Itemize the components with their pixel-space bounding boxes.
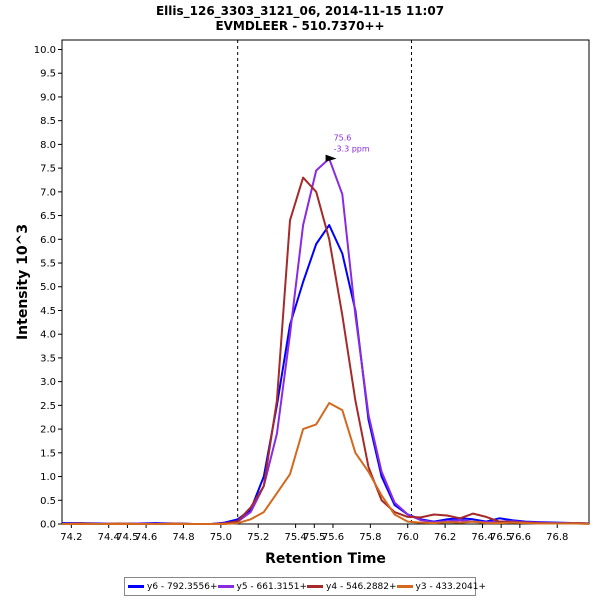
x-tick-label: 76.2 (434, 532, 456, 543)
y-tick-label: 5.5 (40, 259, 56, 270)
y-axis-label: Intensity 10^3 (15, 224, 31, 340)
x-tick-label: 74.2 (60, 532, 82, 543)
x-tick-label: 76.0 (397, 532, 419, 543)
y-tick-label: 8.5 (40, 116, 56, 127)
y-tick-label: 10.0 (34, 45, 56, 56)
legend-swatch (128, 585, 144, 588)
y-tick-label: 4.0 (40, 330, 56, 341)
x-tick-label: 74.6 (135, 532, 157, 543)
y-tick-label: 1.5 (40, 448, 56, 459)
peak-annotation-rt: 75.6 (334, 134, 352, 143)
series-line-y3 (62, 402, 590, 525)
x-tick-label: 74.8 (172, 532, 194, 543)
legend-label: y4 - 546.2882+ (326, 581, 397, 592)
x-tick-label: 75.4 (284, 532, 306, 543)
x-tick-label: 76.5 (490, 532, 512, 543)
legend-item: y6 - 792.3556+ (128, 582, 218, 592)
x-tick-label: 76.8 (546, 532, 568, 543)
legend-item: y3 - 433.2041+ (396, 581, 487, 592)
x-tick-label: 74.5 (116, 532, 138, 543)
x-tick-label: 75.8 (359, 532, 381, 543)
y-tick-label: 5.0 (40, 282, 56, 293)
y-tick-label: 2.0 (40, 425, 56, 436)
y-tick-label: 1.0 (40, 472, 56, 483)
legend-label: y5 - 661.3151+ (236, 581, 308, 592)
plot-area (61, 39, 590, 525)
chart-legend: y6 - 792.3556+ y5 - 661.3151+ y4 - 546.288… (124, 577, 486, 596)
legend-label: y6 - 792.3556+ (147, 581, 218, 592)
x-axis-label: Retention Time (265, 551, 386, 567)
y-tick-label: 0.0 (40, 520, 56, 531)
chart-title: Ellis_126_3303_3121_06, 2014-11-15 11:07 (155, 4, 445, 18)
y-tick-label: 6.0 (40, 235, 56, 246)
x-tick-label: 75.5 (303, 532, 325, 543)
chart-subtitle: EVMDLEER - 510.7370++ (215, 19, 385, 33)
legend-item: y4 - 546.2882+ (307, 582, 397, 592)
x-tick-label: 75.2 (247, 532, 269, 543)
y-tick-label: 3.0 (40, 377, 56, 388)
legend-swatch (396, 585, 413, 588)
y-tick-label: 3.5 (40, 353, 56, 364)
legend-swatch (307, 585, 324, 588)
x-tick-label: 76.6 (509, 532, 531, 543)
x-tick-label: 76.4 (471, 532, 493, 543)
y-tick-label: 7.0 (40, 187, 56, 198)
x-tick-label: 75.0 (210, 532, 232, 543)
y-tick-label: 9.0 (40, 92, 56, 103)
y-tick-label: 9.5 (40, 69, 56, 80)
y-tick-label: 8.0 (40, 140, 56, 151)
x-tick-label: 75.6 (322, 532, 344, 543)
peak-marker-arrow (325, 154, 337, 162)
legend-swatch (217, 585, 234, 588)
x-tick-label: 74.4 (98, 532, 120, 543)
y-tick-label: 0.5 (40, 496, 56, 507)
legend-label: y3 - 433.2041+ (415, 581, 487, 592)
y-tick-label: 2.5 (40, 401, 56, 412)
peak-annotation-ppm: -3.3 ppm (334, 145, 370, 154)
y-tick-label: 6.5 (40, 211, 56, 222)
y-tick-label: 7.5 (40, 164, 56, 175)
legend-item: y5 - 661.3151+ (217, 581, 308, 592)
y-tick-label: 4.5 (40, 306, 56, 317)
